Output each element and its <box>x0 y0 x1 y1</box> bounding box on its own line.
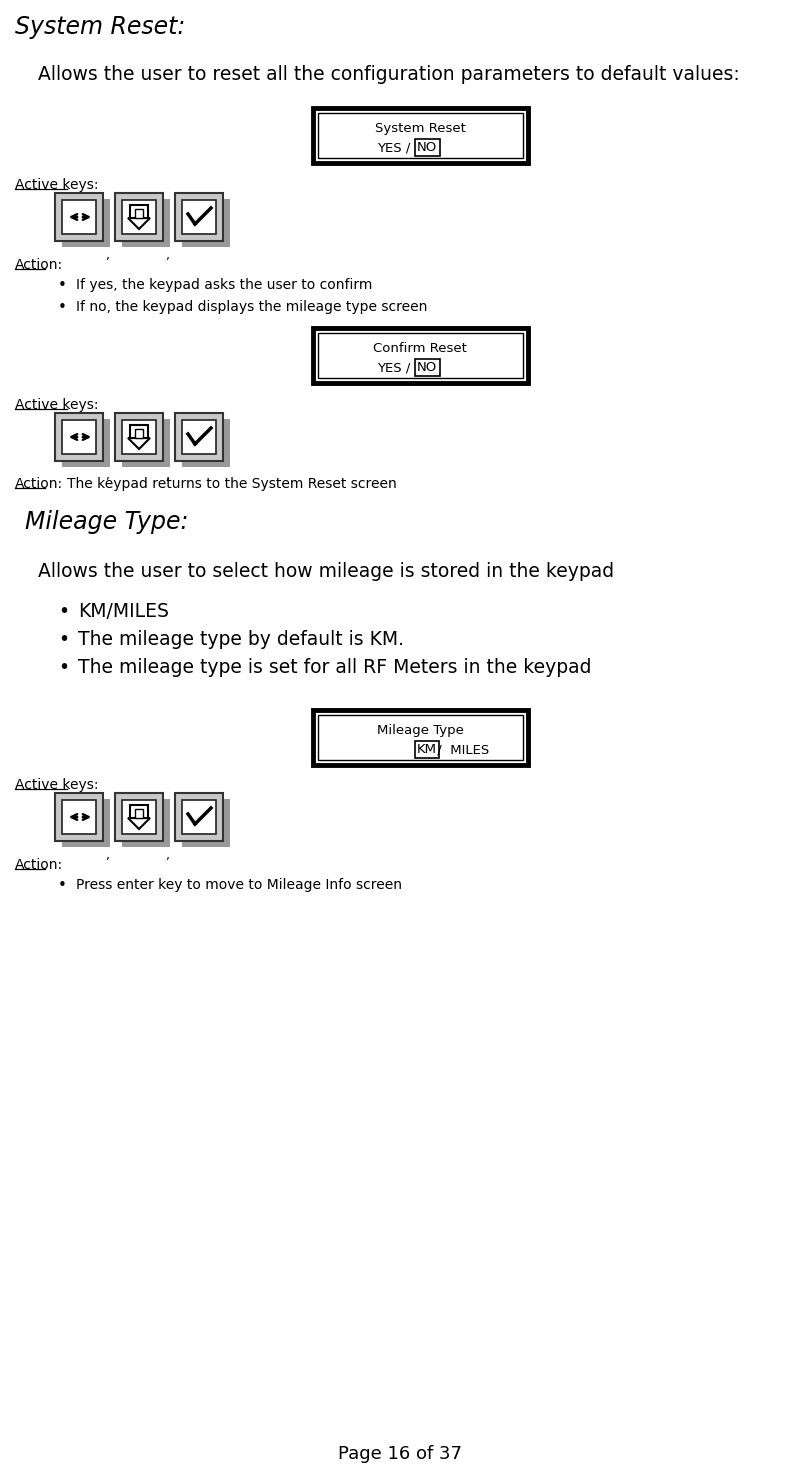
Bar <box>182 199 230 248</box>
Text: •: • <box>58 300 67 315</box>
Text: System Reset:: System Reset: <box>15 15 186 40</box>
Bar <box>122 420 156 454</box>
Bar <box>135 429 143 438</box>
Bar <box>182 419 230 467</box>
Text: KM: KM <box>417 743 437 756</box>
Text: Mileage Type:: Mileage Type: <box>25 510 189 535</box>
Bar <box>122 800 156 834</box>
Bar <box>55 413 103 461</box>
Text: Page 16 of 37: Page 16 of 37 <box>338 1444 462 1464</box>
Bar <box>62 798 110 847</box>
Text: Active keys:: Active keys: <box>15 778 98 793</box>
Bar <box>182 800 216 834</box>
Text: If no, the keypad displays the mileage type screen: If no, the keypad displays the mileage t… <box>76 300 427 314</box>
Text: NO: NO <box>417 141 438 154</box>
Text: YES /: YES / <box>378 141 415 154</box>
Bar <box>318 333 522 378</box>
Text: •: • <box>58 278 67 293</box>
Bar <box>62 419 110 467</box>
Text: Active keys:: Active keys: <box>15 398 98 412</box>
Bar <box>115 193 163 242</box>
Text: •: • <box>58 630 69 649</box>
Text: Allows the user to select how mileage is stored in the keypad: Allows the user to select how mileage is… <box>38 563 614 582</box>
Text: ,: , <box>166 850 170 861</box>
Bar <box>122 201 156 234</box>
Text: If yes, the keypad asks the user to confirm: If yes, the keypad asks the user to conf… <box>76 278 372 292</box>
Bar <box>122 419 170 467</box>
Bar <box>62 800 96 834</box>
Bar <box>175 413 223 461</box>
Text: The mileage type is set for all RF Meters in the keypad: The mileage type is set for all RF Meter… <box>78 658 591 677</box>
Text: ,: , <box>106 249 110 262</box>
Text: ,: , <box>106 469 110 482</box>
Text: The keypad returns to the System Reset screen: The keypad returns to the System Reset s… <box>67 478 397 491</box>
Text: Press enter key to move to Mileage Info screen: Press enter key to move to Mileage Info … <box>76 878 402 892</box>
Text: ,: , <box>166 249 170 262</box>
Text: •: • <box>58 658 69 677</box>
Bar <box>130 205 148 218</box>
Bar <box>182 420 216 454</box>
Text: NO: NO <box>417 360 438 374</box>
Text: Action:: Action: <box>15 858 63 872</box>
Text: •: • <box>58 878 67 894</box>
Bar <box>175 193 223 242</box>
Bar <box>115 793 163 841</box>
Text: Allows the user to reset all the configuration parameters to default values:: Allows the user to reset all the configu… <box>38 64 740 84</box>
Text: ,: , <box>106 850 110 861</box>
Bar <box>130 425 148 438</box>
Bar <box>122 798 170 847</box>
Bar <box>115 413 163 461</box>
Bar <box>62 201 96 234</box>
Bar <box>175 793 223 841</box>
Text: The mileage type by default is KM.: The mileage type by default is KM. <box>78 630 404 649</box>
Bar <box>313 711 527 765</box>
Text: /  MILES: / MILES <box>433 743 490 756</box>
Text: Action:: Action: <box>15 258 63 272</box>
Bar <box>135 809 143 817</box>
Text: Confirm Reset: Confirm Reset <box>373 343 467 356</box>
Bar <box>182 798 230 847</box>
Bar <box>122 199 170 248</box>
Bar <box>55 793 103 841</box>
Text: Active keys:: Active keys: <box>15 179 98 192</box>
Bar <box>130 804 148 817</box>
Text: KM/MILES: KM/MILES <box>78 602 169 621</box>
Bar <box>62 420 96 454</box>
Text: •: • <box>58 602 69 621</box>
Bar <box>313 328 527 382</box>
Text: Mileage Type: Mileage Type <box>377 724 463 737</box>
Bar <box>313 108 527 163</box>
Text: System Reset: System Reset <box>374 123 466 135</box>
Bar <box>318 715 522 760</box>
Bar <box>62 199 110 248</box>
Text: ,: , <box>166 469 170 482</box>
Bar <box>318 113 522 158</box>
Text: YES /: YES / <box>378 360 415 374</box>
Bar <box>182 201 216 234</box>
Bar <box>135 209 143 218</box>
Bar <box>55 193 103 242</box>
Text: Action:: Action: <box>15 478 63 491</box>
